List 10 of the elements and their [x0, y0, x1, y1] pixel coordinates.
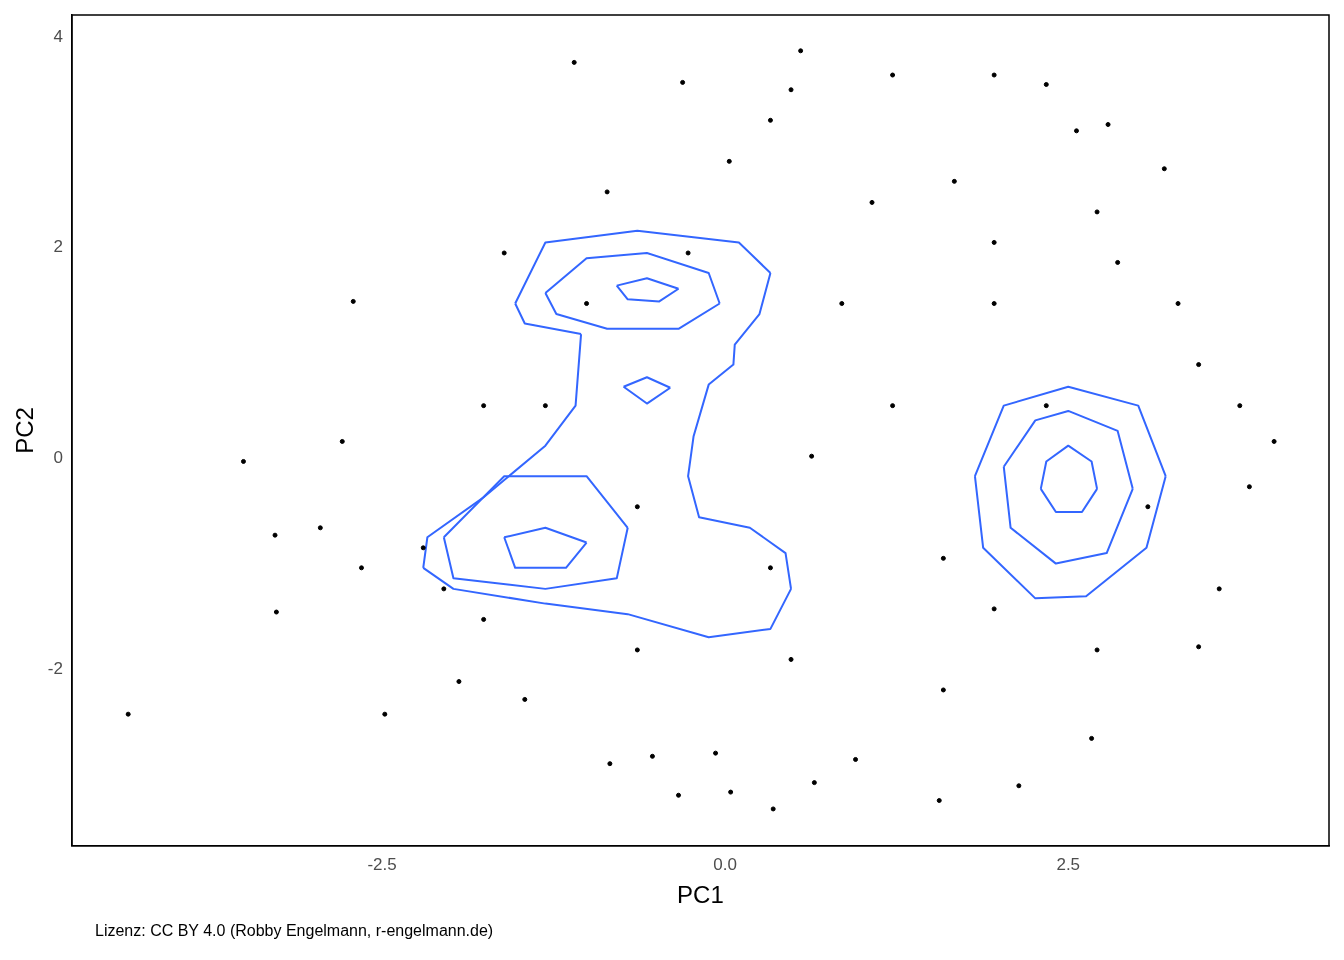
- x-tick-label: -2.5: [367, 854, 397, 874]
- x-tick-label: 0.0: [713, 854, 737, 874]
- y-tick-label: -2: [47, 658, 63, 678]
- x-axis-title: PC1: [677, 881, 724, 909]
- y-tick-label: 4: [53, 26, 63, 46]
- text: Lizenz: CC BY 4.0 (Robby Engelmann, r-engelmann.de): [95, 922, 494, 940]
- x-tick-label: 2.5: [1056, 854, 1081, 874]
- y-tick-label: 2: [53, 237, 63, 257]
- y-tick-label: 0: [53, 447, 63, 467]
- y-axis-title: PC2: [11, 407, 39, 454]
